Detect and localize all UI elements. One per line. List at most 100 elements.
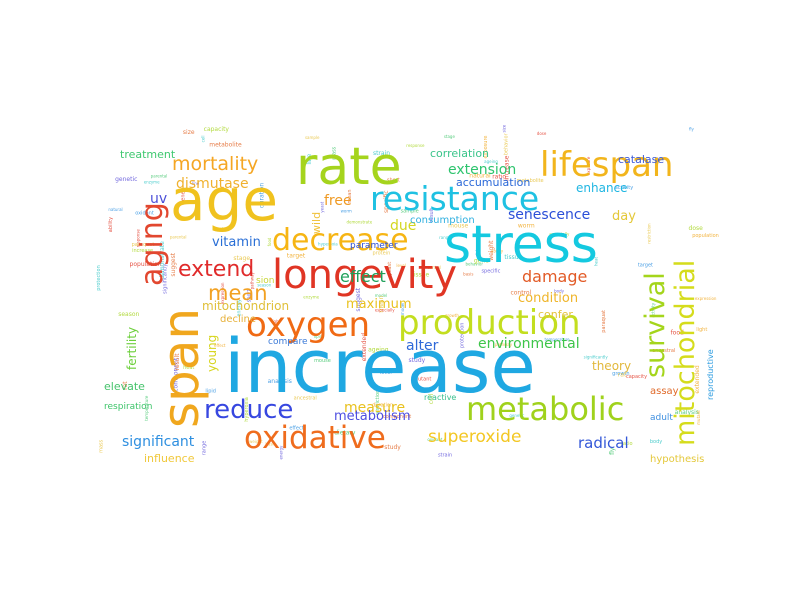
filler-word: dose bbox=[689, 225, 704, 232]
filler-word: size bbox=[502, 124, 507, 132]
filler-word: natural bbox=[108, 207, 122, 212]
filler-word: yeast bbox=[319, 201, 324, 212]
filler-word: temperature bbox=[545, 337, 571, 342]
filler-word: mutant bbox=[413, 376, 431, 382]
filler-word: season bbox=[118, 311, 139, 318]
word-mortality: mortality bbox=[172, 153, 258, 175]
filler-word: protection bbox=[96, 265, 102, 291]
filler-word: mass bbox=[98, 439, 104, 453]
filler-word: ageing bbox=[484, 159, 498, 164]
filler-word: demonstrate bbox=[159, 241, 166, 280]
filler-word: analysis bbox=[675, 409, 699, 416]
filler-word: result bbox=[429, 208, 435, 222]
word-treatment: treatment bbox=[120, 148, 176, 161]
word-hypothesis: hypothesis bbox=[650, 454, 704, 465]
filler-word: especially bbox=[549, 232, 570, 237]
filler-word: energy bbox=[279, 445, 284, 460]
word-fertility: fertility bbox=[125, 327, 139, 370]
filler-word: result bbox=[174, 353, 181, 371]
filler-word: short bbox=[246, 289, 252, 302]
filler-word: ancestral bbox=[652, 348, 675, 354]
filler-word: increase bbox=[503, 155, 510, 181]
filler-word: strain bbox=[373, 150, 390, 157]
filler-word: specific bbox=[383, 190, 390, 213]
filler-word: dietary bbox=[334, 429, 356, 436]
filler-word: energy bbox=[237, 299, 243, 316]
filler-word: growth bbox=[612, 371, 629, 377]
word-vitamin: vitamin bbox=[212, 235, 261, 250]
word-free: free bbox=[324, 193, 352, 209]
word-theory: theory bbox=[592, 359, 631, 373]
filler-word: behavior bbox=[465, 262, 483, 267]
filler-word: ratio bbox=[492, 173, 506, 180]
word-influence: influence bbox=[144, 452, 195, 465]
filler-word: lipid bbox=[205, 389, 216, 395]
filler-word: parental bbox=[151, 173, 168, 178]
word-measure: measure bbox=[344, 400, 405, 416]
filler-word: lipid bbox=[314, 334, 323, 339]
word-accumulation: accumulation bbox=[456, 176, 530, 189]
word-lifespan: lifespan bbox=[540, 145, 673, 185]
word-reactive: reactive bbox=[424, 393, 456, 402]
filler-word: exposure bbox=[586, 156, 591, 175]
word-wild: wild bbox=[310, 212, 323, 234]
word-reduce: reduce bbox=[204, 395, 293, 425]
filler-word: cell bbox=[201, 135, 206, 142]
filler-word: ability bbox=[108, 217, 114, 232]
filler-word: light bbox=[271, 319, 280, 324]
filler-word: sample bbox=[401, 209, 419, 215]
word-respiration: respiration bbox=[104, 402, 152, 412]
filler-word: range bbox=[202, 441, 208, 456]
filler-word: study bbox=[384, 444, 401, 451]
filler-word: hyperoxia bbox=[244, 397, 250, 422]
filler-word: genetic bbox=[509, 413, 524, 418]
filler-word: pathway bbox=[250, 272, 255, 290]
filler-word: activity bbox=[615, 185, 633, 191]
filler-word: significantly bbox=[162, 264, 168, 294]
word-extend: extend bbox=[178, 257, 254, 282]
word-environmental: environmental bbox=[478, 336, 580, 352]
filler-word: effect bbox=[289, 426, 303, 432]
filler-word: expression bbox=[220, 282, 225, 304]
filler-word: activity bbox=[650, 302, 655, 317]
filler-word: food bbox=[267, 237, 272, 246]
filler-word: restriction bbox=[375, 390, 381, 415]
filler-word: study bbox=[409, 357, 426, 364]
filler-word: suggest bbox=[355, 287, 362, 311]
word-resistance: resistance bbox=[370, 179, 539, 218]
filler-word: component bbox=[173, 357, 180, 392]
word-adult: adult bbox=[650, 413, 673, 423]
word-dismutase: dismutase bbox=[176, 176, 249, 192]
filler-word: mouse bbox=[448, 222, 468, 229]
filler-word: mean bbox=[378, 295, 385, 312]
word-decrease: decrease bbox=[272, 223, 409, 258]
word-uv: uv bbox=[150, 191, 167, 207]
filler-word: range bbox=[439, 235, 451, 240]
filler-word: metabolite bbox=[209, 142, 242, 149]
word-stress: stress bbox=[444, 215, 598, 275]
word-metabolism: metabolism bbox=[334, 409, 411, 424]
filler-word: strain bbox=[438, 453, 452, 459]
filler-word: stage bbox=[444, 134, 456, 139]
filler-word: basis bbox=[265, 442, 275, 447]
word-oxidative: oxidative bbox=[244, 420, 386, 456]
filler-word: paraquat bbox=[601, 310, 607, 333]
filler-word: dose bbox=[537, 131, 547, 136]
filler-word: specific bbox=[481, 268, 500, 274]
filler-word: oxidant bbox=[135, 211, 154, 217]
filler-word: level bbox=[396, 263, 406, 268]
filler-word: heat bbox=[594, 257, 599, 266]
filler-word: demonstrate bbox=[347, 220, 373, 225]
filler-word: exposure bbox=[483, 136, 489, 159]
word-enhance: enhance bbox=[576, 181, 628, 195]
filler-word: line bbox=[306, 153, 313, 164]
filler-word: enzyme bbox=[144, 179, 160, 184]
word-decline: decline bbox=[220, 314, 256, 325]
filler-word: model bbox=[375, 293, 387, 298]
filler-word: control bbox=[510, 290, 531, 297]
filler-word: suggest bbox=[170, 252, 177, 276]
filler-word: stage bbox=[233, 255, 250, 262]
filler-word: body bbox=[554, 288, 565, 293]
filler-word: short bbox=[387, 178, 400, 184]
